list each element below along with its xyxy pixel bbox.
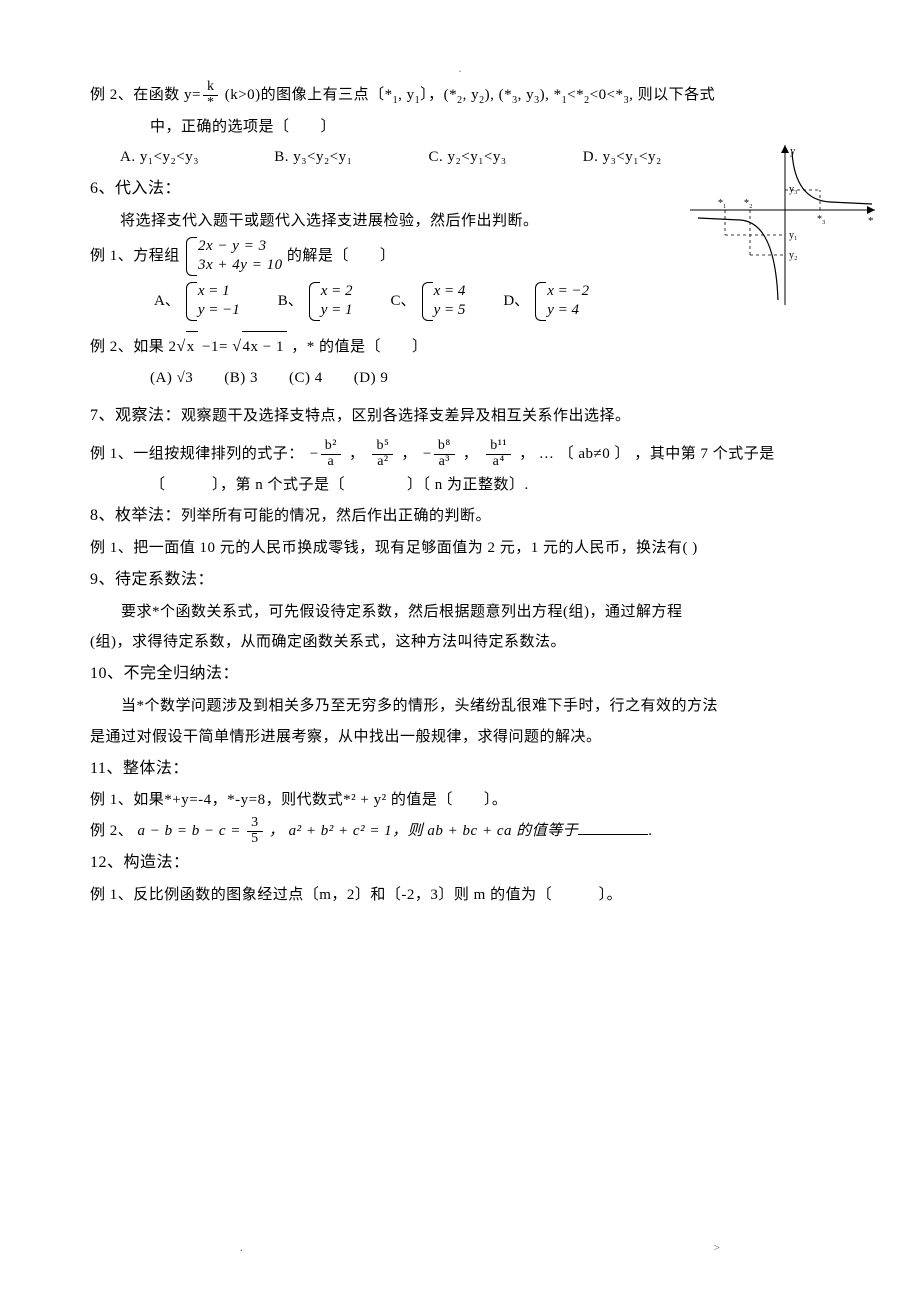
method-11-title: 11、整体法： [90,753,850,786]
axis-y-label: y [790,145,796,157]
svg-text:*₂: *₂ [744,198,753,209]
blank-fill [578,834,648,835]
page-footer: . > [0,1242,920,1254]
method-10-desc2: 是通过对假设干简单情形进展考察，从中找出一般规律，求得问题的解决。 [90,722,850,753]
hyperbola-graph: y * *₁ *₂ *₃ y₃ y₁ y₂ [690,140,880,310]
method-10-title: 10、不完全归纳法： [90,658,850,691]
method-8-ex1: 例 1、把一面值 10 元的人民币换成零钱，现有足够面值为 2 元，1 元的人民… [90,533,850,564]
svg-text:y₂: y₂ [789,250,798,261]
svg-text:*₃: *₃ [817,214,826,225]
method-7-title: 7、观察法：观察题干及选择支特点，区别各选择支差异及相互关系作出选择。 [90,400,850,433]
method-9-desc1: 要求*个函数关系式，可先假设待定系数，然后根据题意列出方程(组)，通过解方程 [90,597,850,628]
svg-text:*₁: *₁ [718,198,727,209]
svg-text:y₃: y₃ [789,184,798,195]
method-6-ex2-options: (A) √3 (B) 3 (C) 4 (D) 9 [90,363,850,394]
method-8-title: 8、枚举法：列举所有可能的情况，然后作出正确的判断。 [90,500,850,533]
method-9-desc2: (组)，求得待定系数，从而确定函数关系式，这种方法叫待定系数法。 [90,627,850,658]
method-7-ex1-line2: 〔 〕，第 n 个式子是〔 〕〔 n 为正整数〕. [90,470,850,501]
method-7-ex1: 例 1、一组按规律排列的式子： −b²a， b⁵a²， −b⁸a³， b¹¹a⁴… [90,439,850,470]
method-12-title: 12、构造法： [90,847,850,880]
method-12-ex1: 例 1、反比例函数的图象经过点〔m，2〕和〔-2，3〕则 m 的值为〔 〕。 [90,880,850,911]
ex2-graph-line1: 例 2、在函数 y=k* (k>0)的图像上有三点〔*1, y1〕，(*2, y… [90,80,850,112]
method-9-title: 9、待定系数法： [90,564,850,597]
method-11-ex2: 例 2、 a − b = b − c = 35 ， a² + b² + c² =… [90,816,850,847]
header-dot: . [0,64,920,75]
method-10-desc1: 当*个数学问题涉及到相关多乃至无穷多的情形，头绪纷乱很难下手时，行之有效的方法 [90,691,850,722]
svg-text:y₁: y₁ [789,230,798,241]
axis-x-label: * [868,215,874,227]
ex2-graph-line2: 中，正确的选项是〔 〕 [90,112,850,143]
method-11-ex1: 例 1、如果*+y=-4，*-y=8，则代数式*² + y² 的值是〔 〕。 [90,785,850,816]
method-6-ex2: 例 2、如果 2x −1= 4x − 1 ，* 的值是〔 〕 [90,331,850,364]
